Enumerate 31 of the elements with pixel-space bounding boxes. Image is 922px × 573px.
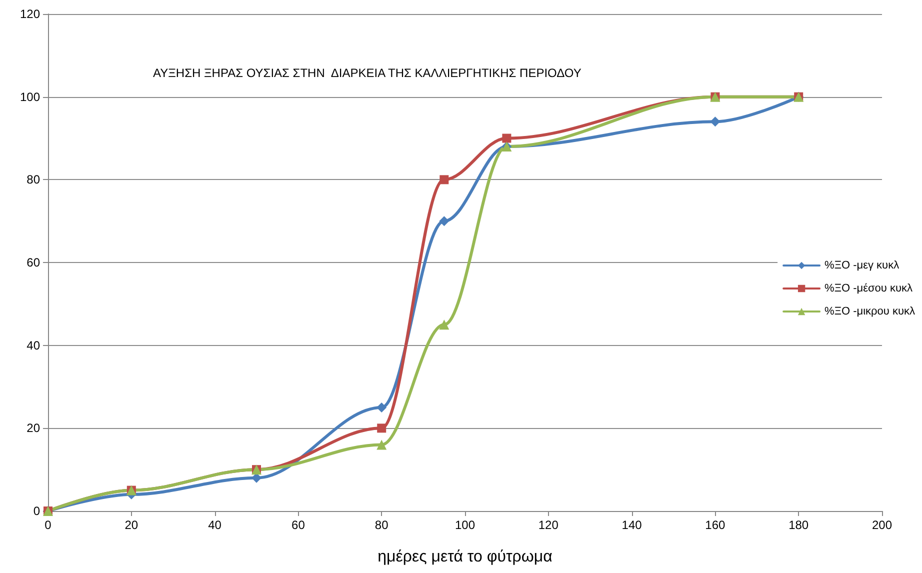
point	[377, 424, 386, 433]
x-tick-label: 100	[454, 518, 476, 532]
legend-label: %ΞΟ -μεγ κυκλ	[824, 260, 900, 272]
point	[502, 134, 512, 143]
y-tick-label: 0	[33, 504, 40, 518]
x-tick-label: 140	[622, 518, 642, 532]
x-tick-label: 120	[538, 518, 559, 532]
point	[710, 116, 720, 127]
x-tick-label: 200	[872, 518, 892, 532]
x-tick-label: 0	[44, 518, 52, 532]
x-tick-label: 40	[208, 518, 222, 532]
x-tick-label: 80	[374, 518, 389, 532]
y-tick-label: 80	[26, 172, 40, 187]
x-tick-label: 60	[292, 518, 306, 532]
y-tick-label: 120	[20, 7, 40, 21]
legend-label: %ΞΟ -μικρου κυκλ	[824, 306, 916, 318]
x-tick-label: 160	[705, 518, 726, 532]
x-tick-label: 180	[788, 518, 809, 532]
legend-label: %ΞΟ -μέσου κυκλ	[824, 282, 913, 294]
point	[439, 320, 450, 330]
y-tick-label: 40	[26, 338, 40, 352]
point	[376, 402, 387, 412]
y-tick-label: 20	[26, 421, 40, 436]
point	[376, 440, 387, 450]
x-tick-label: 20	[124, 518, 138, 532]
y-tick-label: 100	[20, 90, 40, 104]
point	[439, 216, 450, 226]
text: ΑΥΞΗΣΗ ΞΗΡΑΣ ΟΥΣΙΑΣ ΣΤΗΝ ΔΙΑΡΚΕΙΑ ΤΗΣ ΚΑΛΛΙΕΡΓΗΤΙΚΗΣ ΠΕΡΙΟΔΟΥ	[153, 66, 582, 80]
y-tick-label: 60	[26, 256, 40, 270]
point	[440, 175, 449, 184]
x-axis-title: ημέρες μετά το φύτρωμα	[378, 548, 552, 566]
